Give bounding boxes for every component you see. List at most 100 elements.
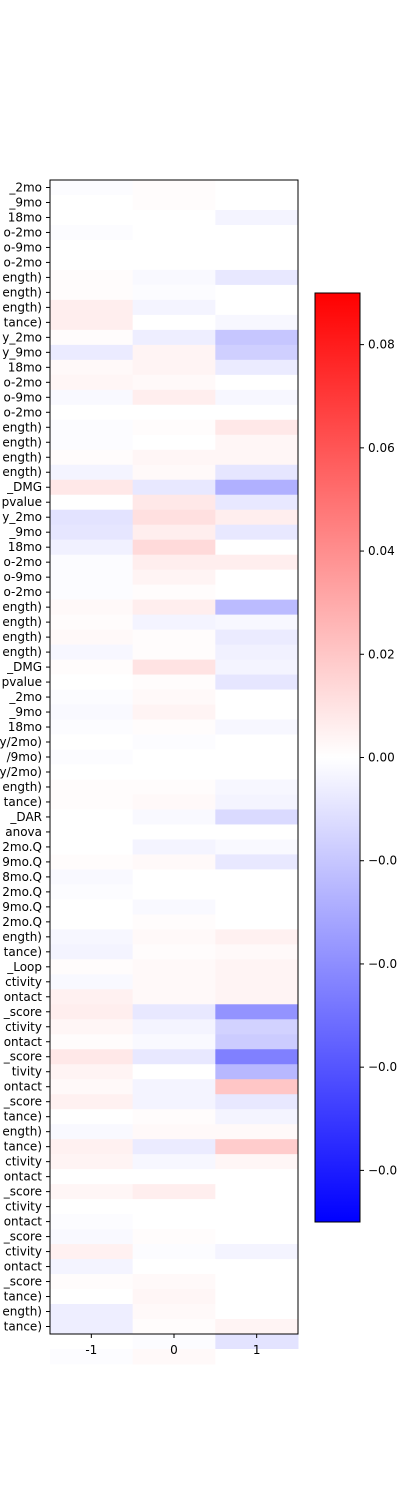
y-tick-label: ength) — [2, 285, 42, 299]
heatmap-cell — [50, 1019, 134, 1035]
heatmap-cell — [50, 524, 134, 541]
y-tick-label: y_2mo — [2, 330, 42, 344]
heatmap-cell — [215, 419, 299, 436]
y-tick-label: _score — [3, 1230, 42, 1244]
heatmap-cell — [50, 1214, 134, 1230]
heatmap-cell — [215, 764, 299, 780]
heatmap-cell — [50, 1064, 134, 1080]
y-tick-label: 8mo.Q — [2, 870, 42, 884]
y-tick-label: ontact — [4, 990, 43, 1004]
heatmap-cell — [132, 1064, 216, 1080]
heatmap-cell — [132, 1124, 216, 1140]
heatmap-cell — [50, 1244, 134, 1260]
heatmap-cell — [132, 1049, 216, 1065]
y-tick-label: 2mo.Q — [2, 915, 42, 929]
heatmap-cell — [50, 1289, 134, 1305]
x-tick-label: 1 — [253, 1343, 261, 1357]
y-tick-label: _DMG — [6, 480, 42, 494]
y-tick-label: tance) — [4, 1290, 42, 1304]
heatmap-cell — [50, 344, 134, 361]
heatmap-cell — [215, 614, 299, 631]
heatmap-cell — [132, 1348, 216, 1365]
heatmap-cell — [132, 404, 216, 421]
heatmap-cell — [215, 1049, 299, 1065]
heatmap-cell — [50, 1079, 134, 1095]
heatmap-cell — [215, 719, 299, 736]
heatmap-cell — [50, 989, 134, 1005]
heatmap-cell — [132, 194, 216, 211]
y-tick-label: ength) — [2, 780, 42, 794]
heatmap-cell — [132, 344, 216, 361]
y-tick-label: ength) — [2, 600, 42, 614]
y-tick-label: 9mo.Q — [2, 855, 42, 869]
heatmap-cell — [215, 749, 299, 765]
colorbar-gradient — [314, 292, 361, 1223]
y-tick-label: ontact — [4, 1170, 43, 1184]
heatmap-cell — [132, 434, 216, 451]
y-tick-label: /9mo) — [7, 750, 42, 764]
heatmap-cell — [132, 479, 216, 496]
heatmap-cell — [132, 524, 216, 541]
heatmap-cell — [215, 839, 299, 855]
y-tick-label: ength) — [2, 630, 42, 644]
heatmap-cell — [215, 1139, 299, 1155]
heatmap-cell — [50, 899, 134, 915]
heatmap-cell — [50, 869, 134, 885]
colorbar-tick-label: −0.0 — [368, 1163, 397, 1177]
heatmap-cell — [132, 1154, 216, 1170]
heatmap-cell — [215, 1019, 299, 1035]
heatmap-cell — [215, 794, 299, 810]
y-tick-label: 18mo — [8, 720, 42, 734]
heatmap-cell — [50, 1229, 134, 1245]
heatmap-cell — [132, 359, 216, 376]
y-tick-label: ctivity — [5, 975, 42, 989]
heatmap-cell — [50, 464, 134, 481]
y-tick-label: o-2mo — [3, 255, 42, 269]
heatmap-cell — [215, 1094, 299, 1110]
heatmap-cell — [215, 1064, 299, 1080]
heatmap-cell — [215, 224, 299, 241]
heatmap-cell — [215, 674, 299, 691]
y-tick-label: o-2mo — [3, 555, 42, 569]
y-tick-label: ctivity — [5, 1200, 42, 1214]
heatmap-cell — [50, 599, 134, 616]
heatmap-cell — [132, 1214, 216, 1230]
heatmap-cell — [50, 359, 134, 376]
heatmap-cell — [215, 1184, 299, 1200]
heatmap-cell — [215, 1004, 299, 1020]
heatmap-cell — [132, 869, 216, 885]
heatmap-cell — [132, 1274, 216, 1290]
y-tick-label: _score — [3, 1185, 42, 1199]
heatmap-cell — [215, 404, 299, 421]
x-axis: -1 0 1 — [85, 1334, 260, 1357]
heatmap-cell — [132, 389, 216, 406]
heatmap-cell — [50, 389, 134, 406]
y-tick-label: pvalue — [2, 495, 42, 509]
heatmap-cell — [50, 479, 134, 496]
y-tick-label: tance) — [4, 1110, 42, 1124]
y-tick-label: ontact — [4, 1260, 43, 1274]
y-tick-label: ontact — [4, 1035, 43, 1049]
heatmap-cell — [215, 1214, 299, 1230]
heatmap-cell — [215, 1034, 299, 1050]
colorbar-tick-label: −0.0 — [368, 957, 397, 971]
heatmap-cell — [50, 539, 134, 556]
heatmap-cell — [132, 749, 216, 765]
heatmap-cell — [215, 689, 299, 706]
heatmap-cell — [50, 854, 134, 870]
y-tick-label: _score — [3, 1095, 42, 1109]
heatmap-cell — [50, 584, 134, 601]
y-tick-label: _9mo — [8, 525, 42, 539]
y-tick-label: tance) — [4, 1320, 42, 1334]
heatmap-cell — [215, 989, 299, 1005]
heatmap-cell — [215, 644, 299, 661]
heatmap-cell — [132, 449, 216, 466]
heatmap-cell — [215, 569, 299, 586]
heatmap-cell — [215, 869, 299, 885]
heatmap-cell — [215, 629, 299, 646]
heatmap-cell — [132, 614, 216, 631]
heatmap-cell — [132, 794, 216, 810]
heatmap-cell — [50, 914, 134, 930]
y-tick-label: o-2mo — [3, 375, 42, 389]
heatmap-cell — [50, 494, 134, 511]
